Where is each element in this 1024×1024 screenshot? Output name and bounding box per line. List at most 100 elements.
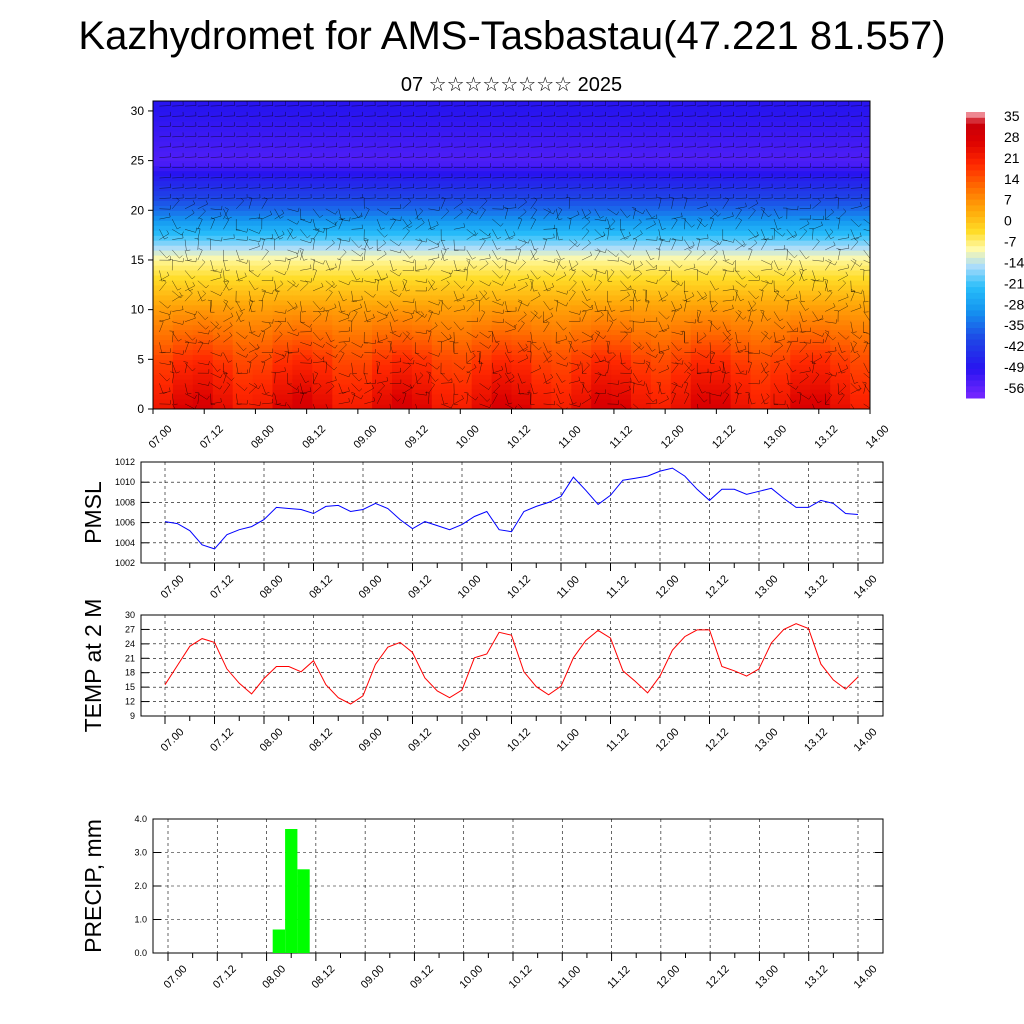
colorbar-swatch bbox=[966, 228, 985, 235]
colorbar-swatch bbox=[966, 275, 985, 282]
y-tick: 24 bbox=[125, 639, 135, 649]
colorbar-label: 35 bbox=[1004, 108, 1020, 124]
cs-y-tick: 10 bbox=[131, 303, 145, 317]
x-tick: 11.00 bbox=[555, 574, 582, 601]
y-tick: 1006 bbox=[115, 518, 135, 528]
colorbar-swatch bbox=[966, 246, 985, 253]
series-line bbox=[164, 623, 859, 705]
colorbar-swatch bbox=[966, 368, 985, 376]
colorbar-swatch bbox=[966, 199, 985, 206]
cs-x-tick: 13.00 bbox=[761, 423, 789, 451]
x-tick: 12.00 bbox=[654, 726, 682, 754]
x-tick: 09.00 bbox=[357, 726, 385, 754]
colorbar-label: 21 bbox=[1004, 150, 1020, 166]
x-tick: 12.12 bbox=[703, 573, 731, 601]
colorbar-swatch bbox=[966, 339, 985, 346]
colorbar-swatch bbox=[966, 217, 985, 224]
x-tick: 08.12 bbox=[309, 963, 337, 991]
colorbar-swatch bbox=[966, 152, 985, 160]
colorbar-swatch bbox=[966, 252, 985, 259]
colorbar-swatch bbox=[966, 357, 985, 364]
x-tick: 07.00 bbox=[159, 573, 187, 601]
cs-x-tick: 09.00 bbox=[351, 423, 379, 451]
cs-x-tick: 12.00 bbox=[659, 423, 687, 451]
x-tick: 08.00 bbox=[258, 726, 286, 754]
colorbar-label: 28 bbox=[1004, 129, 1020, 145]
colorbar-swatch bbox=[966, 211, 985, 218]
colorbar-swatch bbox=[966, 170, 985, 177]
x-tick: 10.12 bbox=[507, 963, 535, 991]
cs-x-tick: 13.12 bbox=[812, 423, 840, 451]
colorbar-label: 7 bbox=[1004, 192, 1012, 208]
x-tick: 10.00 bbox=[457, 963, 485, 991]
y-axis-label: PRECIP, mm bbox=[80, 819, 106, 953]
x-tick: 09.12 bbox=[406, 726, 434, 754]
colorbar-swatch bbox=[966, 374, 985, 381]
y-tick: 1004 bbox=[115, 538, 135, 548]
cs-y-tick: 0 bbox=[137, 402, 144, 416]
colorbar-swatch bbox=[966, 345, 985, 352]
precip-bar bbox=[285, 829, 298, 953]
colorbar-label: -42 bbox=[1004, 338, 1024, 354]
x-tick: 09.00 bbox=[357, 573, 385, 601]
colorbar-label: 14 bbox=[1004, 171, 1020, 187]
y-tick: 30 bbox=[125, 610, 135, 620]
cs-x-tick: 10.00 bbox=[454, 423, 482, 451]
y-tick: 1.0 bbox=[134, 915, 147, 925]
colorbar-swatch bbox=[966, 263, 985, 271]
cs-x-tick: 11.12 bbox=[608, 424, 635, 451]
cs-y-tick: 20 bbox=[131, 203, 145, 217]
y-tick: 1012 bbox=[115, 457, 135, 467]
x-tick: 07.12 bbox=[208, 726, 236, 754]
precip-panel: 0.0 1.0 2.0 3.0 4.0 07.00 07.12 08.00 08.12 09.00… bbox=[80, 814, 884, 991]
y-tick: 1002 bbox=[115, 558, 135, 568]
x-tick: 11.00 bbox=[556, 964, 583, 991]
x-tick: 07.00 bbox=[162, 963, 190, 991]
x-tick: 13.00 bbox=[753, 963, 781, 991]
cs-x-tick: 07.00 bbox=[147, 423, 175, 451]
x-tick: 14.00 bbox=[852, 726, 880, 754]
x-tick: 13.12 bbox=[802, 726, 830, 754]
x-tick: 12.12 bbox=[703, 726, 731, 754]
colorbar-swatch bbox=[966, 141, 985, 148]
x-tick: 14.00 bbox=[852, 573, 880, 601]
colorbar-swatch bbox=[966, 117, 985, 125]
y-tick: 15 bbox=[125, 682, 135, 692]
cs-x-tick: 12.12 bbox=[710, 423, 738, 451]
colorbar-swatch bbox=[966, 147, 985, 154]
cs-y-tick: 5 bbox=[137, 352, 144, 366]
colorbar-swatch bbox=[966, 222, 985, 230]
colorbar-label: 0 bbox=[1004, 213, 1012, 229]
y-tick: 0.0 bbox=[134, 948, 147, 958]
x-tick: 07.00 bbox=[159, 726, 187, 754]
chart-title: Kazhydromet for AMS-Tasbastau(47.221 81.… bbox=[78, 14, 946, 58]
precip-bar bbox=[297, 869, 310, 954]
colorbar-swatch bbox=[966, 112, 985, 119]
x-tick: 09.12 bbox=[406, 573, 434, 601]
colorbar-swatch bbox=[966, 187, 985, 195]
cs-x-tick: 07.12 bbox=[198, 423, 226, 451]
colorbar-swatch bbox=[966, 281, 985, 288]
y-tick: 27 bbox=[125, 624, 135, 634]
colorbar-label: -56 bbox=[1004, 380, 1024, 396]
x-tick: 08.12 bbox=[307, 726, 335, 754]
x-tick: 10.00 bbox=[456, 726, 484, 754]
pmsl-panel: 1002 1004 1006 1008 1010 1012 07.00 07.12 08.00 0… bbox=[80, 457, 884, 601]
x-tick: 09.00 bbox=[359, 963, 387, 991]
colorbar-swatch bbox=[966, 380, 985, 387]
colorbar-swatch bbox=[966, 164, 985, 171]
y-tick: 2.0 bbox=[134, 881, 147, 891]
cs-x-tick: 09.12 bbox=[403, 423, 431, 451]
x-tick: 14.00 bbox=[852, 963, 880, 991]
colorbar: 35 28 21 14 7 0 -7 -14 -21 -28 -35 -42 -49 -56 bbox=[966, 108, 1024, 399]
y-tick: 18 bbox=[125, 668, 135, 678]
y-axis-label: PMSL bbox=[80, 481, 106, 544]
colorbar-swatch bbox=[966, 193, 985, 200]
colorbar-swatch bbox=[966, 135, 985, 142]
cs-x-tick: 11.00 bbox=[556, 424, 583, 451]
y-axis-label: TEMP at 2 M bbox=[80, 599, 106, 733]
y-tick: 1008 bbox=[115, 497, 135, 507]
colorbar-swatch bbox=[966, 292, 985, 300]
colorbar-label: -7 bbox=[1004, 234, 1017, 250]
